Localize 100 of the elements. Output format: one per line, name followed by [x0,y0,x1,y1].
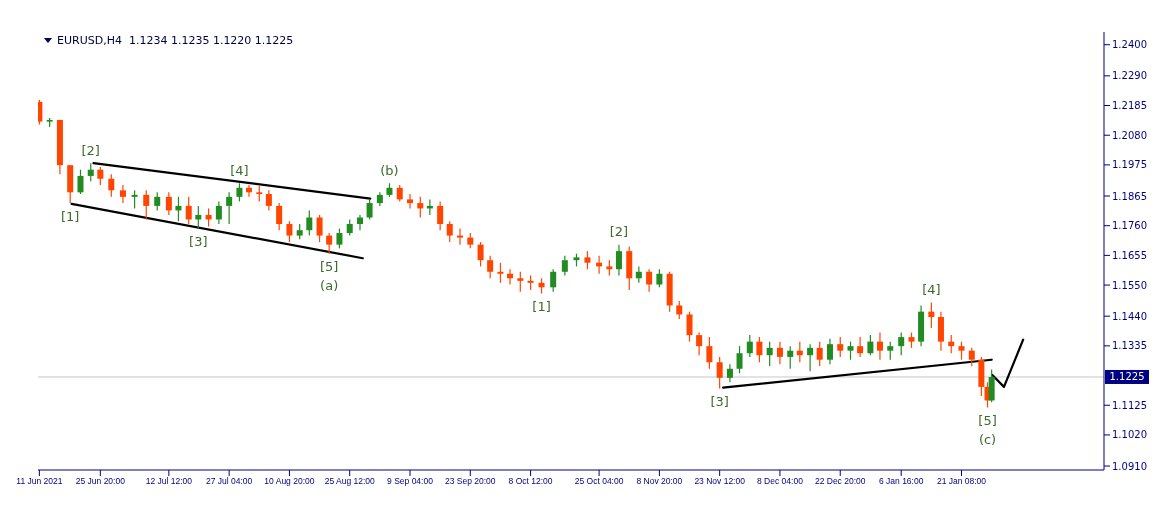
candlestick [87,162,94,182]
candlestick [77,169,84,195]
annotation: [2] [609,224,629,240]
y-tick-label: 1.1550 [1112,279,1147,291]
candlestick [316,214,323,243]
annotation: [2] [81,142,100,158]
candlestick [154,191,161,212]
candlestick [706,336,713,370]
candlestick [876,331,883,361]
candlestick [286,220,293,243]
x-tick-label: 10 Aug 20:00 [264,476,315,487]
candlestick [686,311,693,343]
x-tick-label: 8 Oct 12:00 [508,476,553,487]
x-tick-label: 6 Jan 16:00 [878,476,924,487]
candlestick [928,302,935,329]
annotation: (b) [380,162,399,178]
candlestick [336,227,343,249]
candlestick [165,191,172,216]
annotation: [3] [710,394,729,410]
candlestick [119,184,126,204]
candlestick [276,202,283,231]
candlestick [446,220,453,243]
candlestick [236,182,243,202]
candlestick [826,338,833,365]
ref-line-label: 1.1225 [1109,370,1145,382]
x-tick-label: 12 Jul 12:00 [145,476,193,487]
candlestick [366,198,373,221]
candlestick [437,200,444,231]
candlestick [847,341,854,361]
x-tick-label: 8 Dec 04:00 [757,476,804,487]
candlestick [736,345,743,374]
annotation: [5] [319,259,339,275]
candlestick [887,341,894,361]
y-tick-label: 1.2400 [1112,39,1147,51]
candlestick [776,341,783,365]
y-tick-label: 1.0910 [1112,460,1147,472]
candlestick [968,347,975,367]
candlestick [584,250,591,270]
candlestick [477,241,484,268]
x-tick-label: 27 Jul 04:00 [205,476,253,487]
candlestick [696,331,703,356]
candlestick [726,363,733,383]
candlestick [816,341,823,367]
x-tick-label: 25 Aug 12:00 [324,476,376,487]
candlestick [226,191,233,225]
candlestick [837,336,844,358]
candlestick [561,255,568,277]
candlestick [766,341,773,367]
annotation: [1] [532,299,551,315]
y-tick-label: 1.2080 [1112,129,1147,141]
candlestick [487,255,494,279]
candlestick [656,268,663,288]
annotation: [4] [922,282,941,298]
candlestick [215,200,222,225]
x-tick-label: 11 Jun 2021 [16,476,63,487]
candlestick [807,343,814,372]
x-tick-label: 8 Nov 20:00 [636,476,683,487]
candlestick [185,196,192,225]
x-tick-label: 22 Dec 20:00 [814,476,866,487]
candlestick [306,209,313,237]
candlestick [417,196,424,219]
candlestick [988,369,995,403]
candlestick [497,262,504,284]
x-tick-label: 9 Sep 04:00 [387,476,434,487]
candlestick [746,334,753,358]
y-tick-label: 1.2185 [1112,100,1147,112]
x-tick-label: 23 Sep 20:00 [445,476,496,487]
candlestick [615,244,622,277]
candlestick [857,336,864,358]
candlestick [676,300,683,320]
y-tick-label: 1.1020 [1112,429,1147,441]
candlestick [517,271,524,293]
annotation: [3] [189,234,208,250]
y-tick-label: 1.1440 [1112,310,1147,322]
candlestick [97,166,104,186]
candlestick [265,189,272,212]
annotation: (c) [978,432,997,448]
x-tick-label: 25 Oct 04:00 [574,476,624,487]
y-tick-label: 1.1125 [1112,399,1147,411]
x-tick-label: 23 Nov 12:00 [694,476,746,487]
y-tick-label: 1.1335 [1112,340,1147,352]
annotation: [5] [978,413,997,429]
annotation: [4] [230,162,249,178]
annotation: [1] [60,208,80,224]
candlestick [326,232,333,255]
candlestick [131,189,138,210]
candlestick [867,334,874,356]
candlestick [958,341,965,361]
x-tick-label: 21 Jan 08:00 [936,476,987,487]
chart-title: EURUSD,H4 1.1234 1.1235 1.1220 1.1225 [57,34,294,47]
y-tick-label: 1.1655 [1112,249,1147,261]
candlestick [646,268,653,293]
annotation: (a) [320,278,339,294]
candlestick [716,356,723,390]
candlestick [898,331,905,356]
y-tick-label: 1.1865 [1112,190,1147,202]
candlestick [108,173,115,198]
candlestick [143,189,150,221]
candlestick [38,99,43,126]
x-tick-label: 25 Jun 20:00 [75,476,126,487]
